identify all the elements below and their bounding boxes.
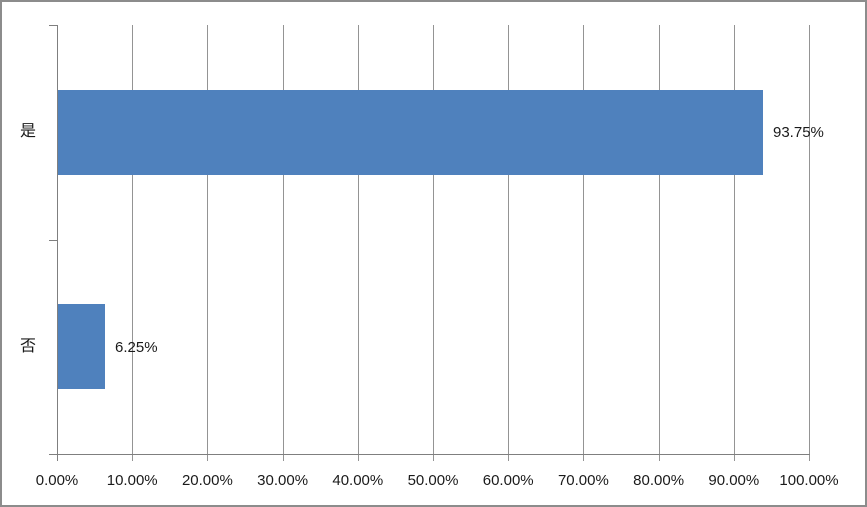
data-label: 6.25% — [115, 338, 158, 356]
y-axis-line — [57, 25, 58, 461]
x-axis-tick-label: 10.00% — [106, 472, 158, 489]
x-gridline — [583, 25, 585, 461]
x-gridline — [733, 25, 735, 461]
x-gridline — [508, 25, 510, 461]
x-gridline — [809, 25, 810, 461]
y-axis-tick — [49, 239, 57, 241]
data-label: 93.75% — [773, 124, 824, 142]
x-gridline — [207, 25, 209, 461]
x-axis-tick-label: 70.00% — [557, 472, 609, 489]
x-axis-tick-label: 90.00% — [708, 472, 760, 489]
x-axis-tick-label: 0.00% — [35, 472, 79, 489]
x-axis-tick-label: 40.00% — [332, 472, 384, 489]
x-gridline — [282, 25, 284, 461]
bar — [58, 89, 763, 175]
bar — [58, 304, 105, 390]
y-axis-tick — [49, 25, 57, 26]
x-gridline — [357, 25, 359, 461]
category-axis-label: 否 — [19, 337, 36, 355]
x-axis-tick-label: 80.00% — [633, 472, 685, 489]
category-axis-label: 是 — [19, 123, 36, 141]
x-axis-tick-label: 20.00% — [181, 472, 233, 489]
x-gridline — [132, 25, 134, 461]
x-axis-tick-label: 100.00% — [779, 472, 839, 489]
x-gridline — [433, 25, 434, 461]
x-axis-tick-label: 50.00% — [407, 472, 459, 489]
x-axis-line — [49, 454, 810, 455]
x-axis-tick-label: 30.00% — [257, 472, 309, 489]
x-axis-tick-label: 60.00% — [482, 472, 534, 489]
x-gridline — [658, 25, 660, 461]
